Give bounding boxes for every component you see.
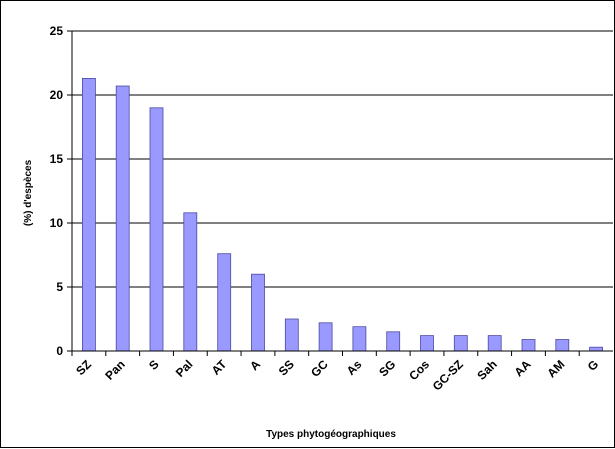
bars [82, 78, 603, 352]
bar-gc-sz [453, 335, 468, 352]
x-tick-label: S [146, 357, 162, 373]
x-tick-label: Pan [102, 357, 127, 382]
bar-sah [487, 335, 502, 352]
bar-pan [115, 85, 130, 352]
x-tick-label: G [585, 357, 602, 374]
bar-pal [183, 212, 198, 352]
axes [67, 30, 613, 356]
x-tick-label: AM [544, 357, 567, 380]
x-tick-label: SG [376, 357, 398, 379]
bar-aa [521, 339, 536, 352]
bar-gc [318, 322, 333, 352]
y-tick-label: 5 [56, 280, 63, 294]
bar-a [251, 273, 265, 352]
bar-cos [420, 335, 434, 352]
bar-s [149, 107, 164, 352]
bar-as [352, 326, 367, 352]
x-tick-label: As [344, 357, 365, 378]
x-tick-label: GC-SZ [430, 357, 466, 393]
y-tick-label: 25 [50, 24, 64, 38]
bar-at [217, 253, 232, 352]
x-tick-label: Sah [474, 357, 499, 382]
bar-g [589, 346, 603, 352]
y-tick-label: 15 [50, 152, 64, 166]
x-tick-label: Cos [406, 357, 432, 383]
bar-sg [386, 331, 401, 352]
bar-sz [82, 78, 96, 352]
x-tick-label: GC [308, 357, 331, 380]
x-tick-label: AT [209, 357, 230, 378]
x-tick-label: Pal [173, 357, 196, 380]
x-tick-label: SS [276, 357, 297, 378]
y-tick-label: 0 [56, 344, 63, 358]
y-axis-title: (%) d'espèces [23, 159, 34, 226]
bar-am [555, 339, 570, 352]
y-tick-label: 20 [50, 88, 64, 102]
x-axis-title: Types phytogéographiques [266, 429, 396, 440]
y-tick-labels: 0 5 10 15 20 25 [50, 24, 64, 358]
bar-ss [284, 318, 299, 352]
x-tick-label: A [247, 357, 263, 373]
x-tick-label: SZ [73, 357, 94, 378]
x-tick-label: AA [511, 357, 533, 379]
y-tick-label: 10 [50, 216, 64, 230]
